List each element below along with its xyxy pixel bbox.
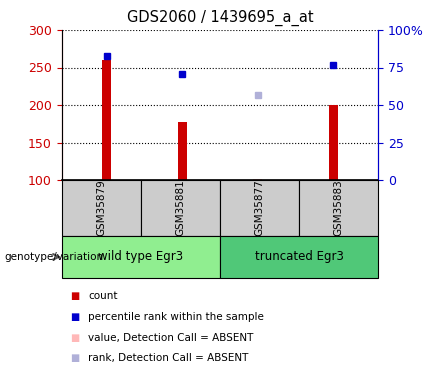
Text: wild type Egr3: wild type Egr3 xyxy=(98,251,183,263)
Bar xyxy=(220,180,299,236)
Bar xyxy=(329,105,337,180)
Text: GSM35883: GSM35883 xyxy=(334,180,344,237)
Text: ■: ■ xyxy=(70,353,80,363)
Bar xyxy=(253,178,262,180)
Text: value, Detection Call = ABSENT: value, Detection Call = ABSENT xyxy=(88,333,253,342)
Bar xyxy=(220,236,378,278)
Text: GSM35881: GSM35881 xyxy=(176,180,185,237)
Title: GDS2060 / 1439695_a_at: GDS2060 / 1439695_a_at xyxy=(127,10,313,26)
Text: count: count xyxy=(88,291,117,301)
Text: genotype/variation: genotype/variation xyxy=(4,252,103,262)
Bar xyxy=(103,60,111,180)
Bar xyxy=(62,180,141,236)
Bar xyxy=(178,122,187,180)
Bar xyxy=(141,180,220,236)
Text: percentile rank within the sample: percentile rank within the sample xyxy=(88,312,264,322)
Text: GSM35877: GSM35877 xyxy=(255,180,264,237)
Text: ■: ■ xyxy=(70,291,80,301)
Bar xyxy=(62,236,220,278)
Text: GSM35879: GSM35879 xyxy=(96,180,106,237)
Text: rank, Detection Call = ABSENT: rank, Detection Call = ABSENT xyxy=(88,353,248,363)
Text: ■: ■ xyxy=(70,333,80,342)
Text: ■: ■ xyxy=(70,312,80,322)
Text: truncated Egr3: truncated Egr3 xyxy=(255,251,344,263)
Bar xyxy=(299,180,378,236)
